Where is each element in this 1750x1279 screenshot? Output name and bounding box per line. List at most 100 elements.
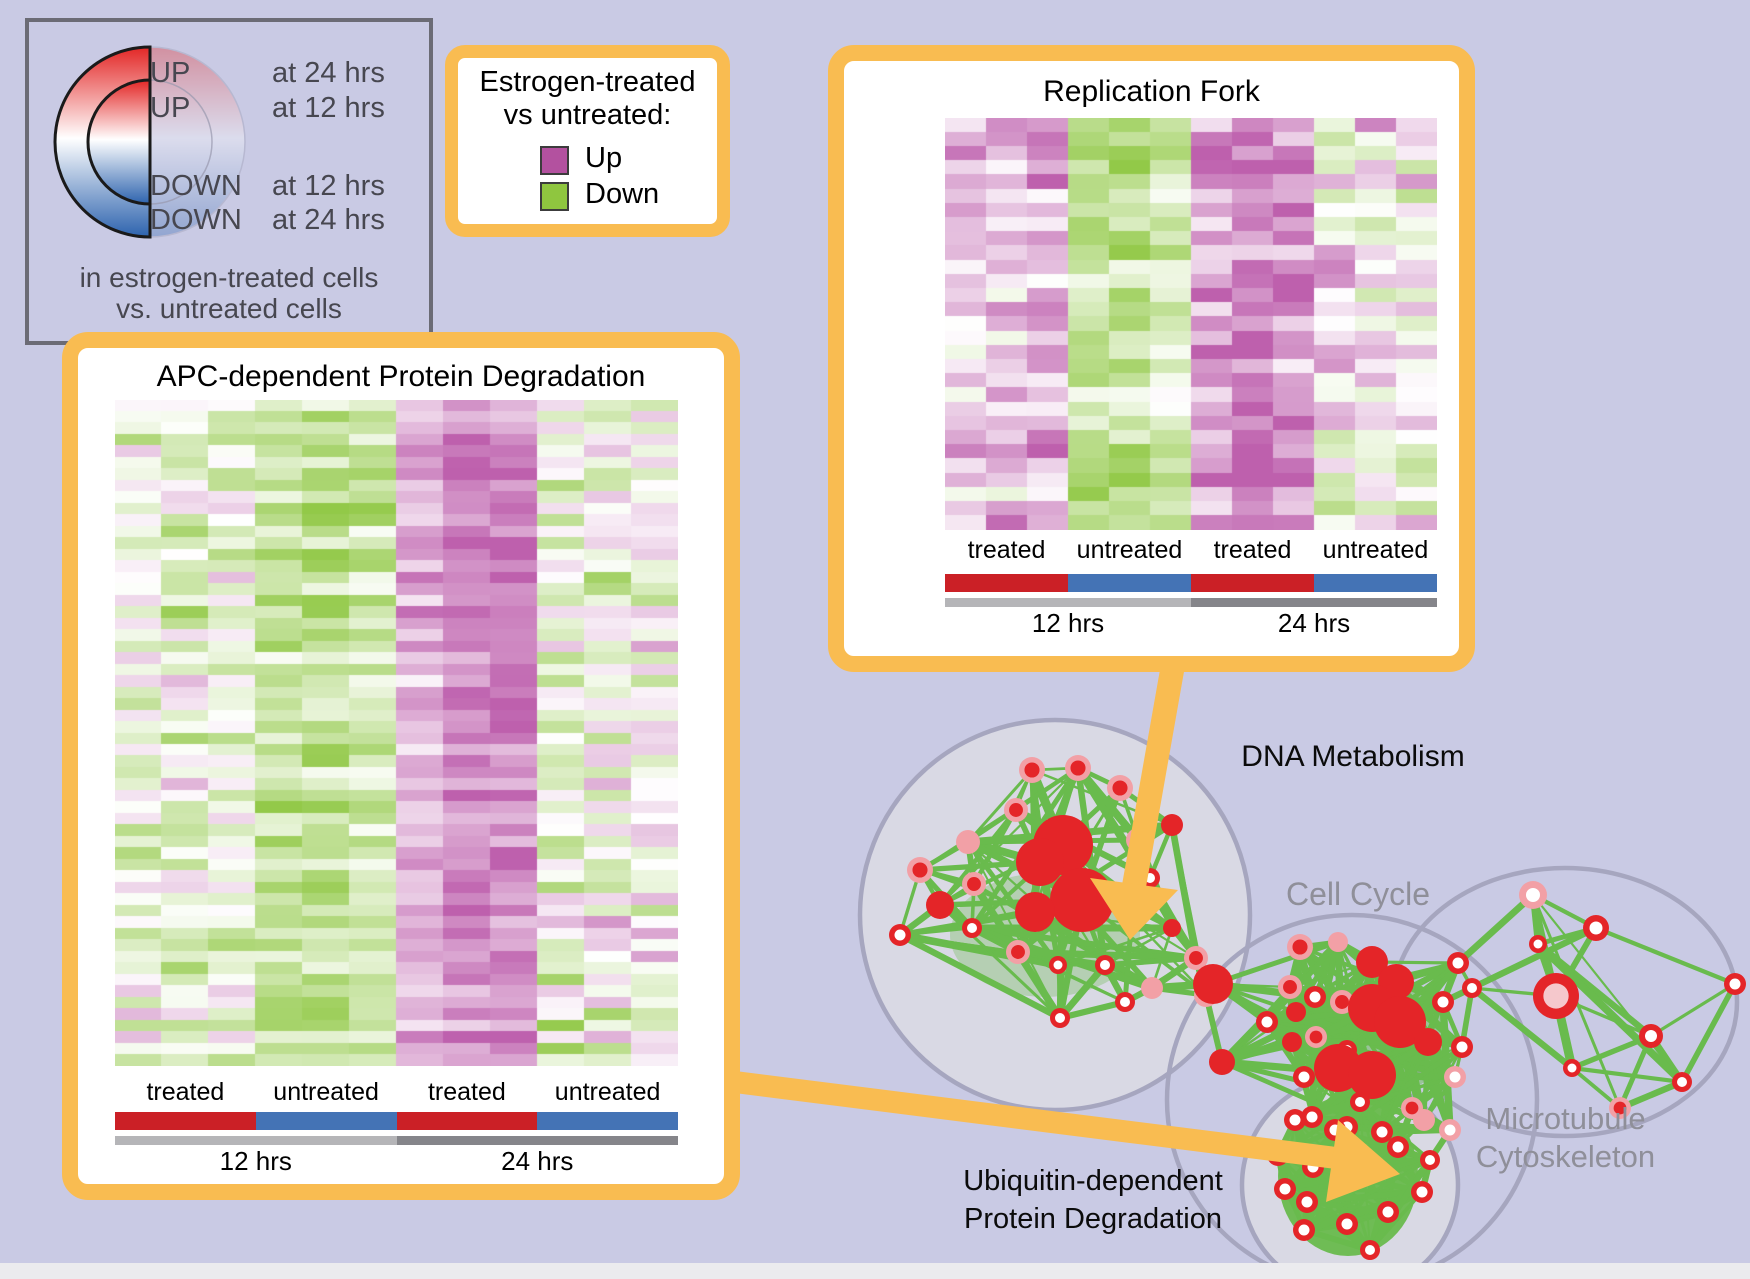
panel-to-cluster-arrow [1122, 645, 1188, 889]
color-legend-title-line1: Estrogen-treated [479, 66, 696, 98]
network-edge [1679, 982, 1738, 1084]
updown-row-dir: UP [150, 92, 191, 124]
network-node [1306, 1111, 1318, 1123]
network-node [1279, 1183, 1291, 1195]
rf-12h-bar [945, 598, 1191, 607]
dna-metabolism-label: DNA Metabolism [1241, 740, 1465, 773]
network-edge [1571, 1065, 1683, 1085]
network-edge [1104, 955, 1197, 968]
rf-12h-label: 12 hrs [1031, 608, 1105, 638]
network-node [956, 830, 980, 854]
network-node [1355, 1097, 1365, 1107]
network-node [1414, 1028, 1442, 1056]
network-node [1437, 996, 1449, 1008]
network-edge [938, 903, 1062, 1020]
network-node [967, 923, 977, 933]
apc-12h-bar [115, 1136, 397, 1145]
microtubule-label-line2: Cytoskeleton [1475, 1139, 1656, 1174]
replication-fork-panel: Replication Fork treated untreated treat… [828, 45, 1475, 672]
network-node [1456, 1041, 1468, 1053]
network-node [1452, 957, 1464, 969]
network-edge [1595, 926, 1736, 986]
rf-24h-label: 24 hrs [1277, 608, 1351, 638]
microtubule-label-line1: Microtubule [1485, 1101, 1646, 1136]
network-node [912, 862, 928, 878]
network-node [1356, 946, 1388, 978]
network-node [967, 877, 981, 891]
network-node [1309, 1030, 1323, 1044]
network-edge [1017, 950, 1126, 1004]
network-edge [1358, 1100, 1432, 1162]
network-node [1011, 945, 1025, 959]
apc-heatmap [115, 400, 678, 1066]
network-node [1589, 921, 1603, 935]
network-node [1567, 1063, 1577, 1073]
rf-heatmap [945, 118, 1437, 530]
network-edge [1535, 941, 1685, 1085]
network-node [1289, 1114, 1301, 1126]
network-node [1467, 983, 1477, 993]
network-node [1009, 803, 1023, 817]
color-legend-title: Estrogen-treated vs untreated: [458, 66, 717, 132]
network-node [1286, 1002, 1306, 1022]
network-node [1016, 838, 1064, 886]
updown-row-time: at 24 hrs [272, 57, 385, 89]
apc-time-bar [115, 1136, 678, 1145]
network-node [1392, 1141, 1404, 1153]
network-node [1112, 780, 1128, 796]
network-node [1526, 888, 1540, 902]
updown-row-dir: UP [150, 57, 191, 89]
apc-panel-title: APC-dependent Protein Degradation [156, 360, 646, 393]
apc-group-label: untreated [554, 1078, 661, 1106]
rf-time-labels: 12 hrs 24 hrs [945, 608, 1437, 639]
apc-untreated-24h-bar [537, 1112, 678, 1130]
network-node [1024, 762, 1040, 778]
updown-ring-legend: UP at 24 hrs UP at 12 hrs DOWN at 12 hrs… [25, 18, 433, 345]
rf-group-label: treated [1213, 536, 1292, 564]
rf-condition-bar [945, 574, 1437, 592]
rf-treated-24h-bar [1191, 574, 1314, 592]
apc-treated-24h-bar [396, 1112, 538, 1130]
network-edge [1470, 985, 1574, 1071]
network-edge [1212, 939, 1339, 987]
apc-heatmap-panel: APC-dependent Protein Degradation treate… [62, 332, 740, 1200]
network-edge [1455, 892, 1536, 966]
network-edge [1303, 1227, 1371, 1253]
apc-12h-label: 12 hrs [219, 1146, 292, 1176]
network-node [1141, 977, 1163, 999]
network-node [1382, 1206, 1394, 1218]
network-node [894, 929, 906, 941]
network-node [1292, 939, 1308, 955]
updown-ring-glyph [53, 45, 246, 239]
rf-time-bar [945, 598, 1437, 607]
up-swatch-label: Up [585, 142, 623, 174]
network-node [1449, 1071, 1461, 1083]
updown-row-dir: DOWN [150, 170, 242, 202]
network-node [1416, 1186, 1428, 1198]
rf-untreated-12h-bar [1068, 574, 1191, 592]
network-edge [1618, 1079, 1684, 1111]
network-edge [898, 932, 1062, 1021]
network-node [1261, 1016, 1273, 1028]
apc-untreated-12h-bar [255, 1112, 397, 1130]
arrowhead [1326, 1120, 1400, 1202]
rf-panel-title: Replication Fork [1043, 75, 1260, 108]
rf-untreated-24h-bar [1314, 574, 1437, 592]
network-node [1189, 951, 1203, 965]
network-edge [1104, 926, 1173, 967]
apc-24h-label: 24 hrs [501, 1146, 574, 1176]
network-edge [1532, 894, 1683, 1083]
network-edge [1017, 948, 1197, 962]
network-node [1645, 1030, 1657, 1042]
network-node [1444, 1124, 1456, 1136]
updown-row-dir: DOWN [150, 204, 242, 236]
apc-condition-bar [115, 1112, 678, 1130]
network-node [1193, 964, 1233, 1004]
network-node [1613, 1101, 1627, 1115]
network-edge [1470, 925, 1598, 991]
network-node [1053, 960, 1063, 970]
ubiquitin-label-line2: Protein Degradation [964, 1203, 1222, 1235]
rf-group-label: untreated [1322, 536, 1429, 564]
apc-condition-labels: treated untreated treated untreated [115, 1078, 678, 1107]
network-edge [1367, 1158, 1433, 1252]
